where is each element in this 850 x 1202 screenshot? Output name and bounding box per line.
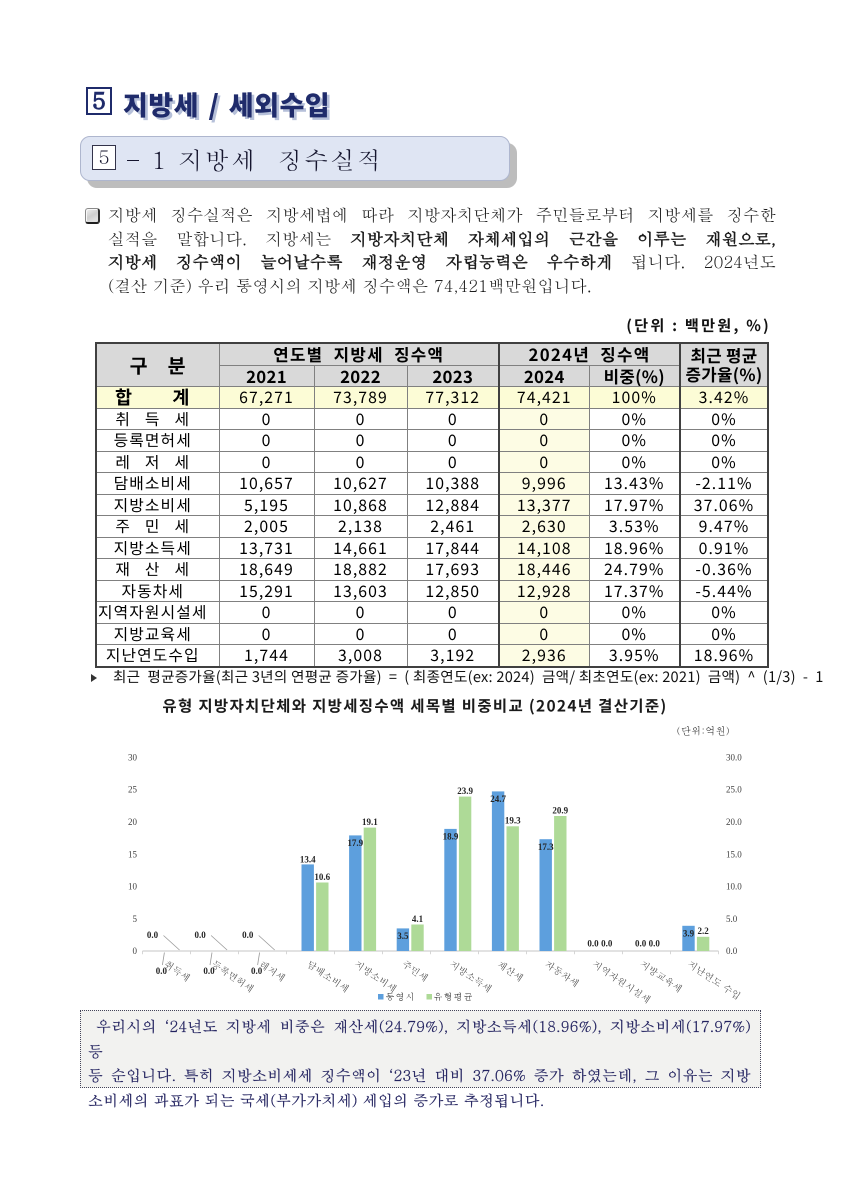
svg-text:유형평균: 유형평균 [434, 990, 474, 1003]
svg-text:2.2: 2.2 [697, 926, 709, 936]
svg-text:17.3: 17.3 [538, 842, 554, 852]
svg-text:24.7: 24.7 [490, 794, 506, 804]
svg-text:0.0: 0.0 [203, 966, 215, 976]
svg-text:25: 25 [128, 785, 138, 795]
svg-text:0.0: 0.0 [726, 946, 738, 956]
svg-text:0.0: 0.0 [156, 966, 168, 976]
svg-text:동영시: 동영시 [386, 990, 416, 1003]
svg-text:20.0: 20.0 [726, 817, 742, 827]
svg-text:0.0: 0.0 [601, 938, 613, 948]
svg-text:유형 지방자치단체와 지방세징수액 세목별 비중비교 (20: 유형 지방자치단체와 지방세징수액 세목별 비중비교 (2024년 결산기준) [162, 695, 667, 717]
svg-text:10.0: 10.0 [726, 882, 742, 892]
svg-text:0.0: 0.0 [194, 930, 206, 940]
svg-text:3.9: 3.9 [683, 929, 695, 939]
svg-text:15: 15 [128, 849, 138, 859]
svg-text:4.1: 4.1 [412, 914, 424, 924]
svg-text:25.0: 25.0 [726, 785, 742, 795]
svg-text:재산세: 재산세 [495, 957, 527, 985]
svg-text:0: 0 [133, 946, 138, 956]
svg-text:0.0: 0.0 [251, 966, 263, 976]
svg-text:등록면허세: 등록면허세 [209, 957, 257, 996]
svg-text:17.9: 17.9 [347, 838, 363, 848]
svg-text:주민세: 주민세 [400, 957, 432, 985]
svg-text:0.0: 0.0 [587, 938, 599, 948]
svg-text:0.0: 0.0 [635, 938, 647, 948]
svg-text:취득세: 취득세 [162, 957, 194, 985]
svg-text:10.6: 10.6 [314, 872, 330, 882]
svg-text:30: 30 [128, 752, 138, 762]
svg-text:레저세: 레저세 [257, 957, 289, 985]
svg-text:18.9: 18.9 [443, 832, 459, 842]
svg-text:10: 10 [128, 882, 138, 892]
svg-text:20: 20 [128, 817, 138, 827]
svg-text:20.9: 20.9 [552, 805, 568, 815]
svg-text:3.5: 3.5 [397, 931, 409, 941]
svg-text:담배소비세: 담배소비세 [304, 957, 352, 996]
svg-text:0.0: 0.0 [649, 938, 661, 948]
svg-text:19.3: 19.3 [505, 816, 521, 826]
svg-text:23.9: 23.9 [457, 786, 473, 796]
svg-text:5: 5 [133, 914, 138, 924]
svg-text:13.4: 13.4 [300, 854, 316, 864]
svg-text:30.0: 30.0 [726, 752, 742, 762]
svg-text:5.0: 5.0 [726, 914, 738, 924]
svg-text:0.0: 0.0 [242, 930, 254, 940]
svg-text:19.1: 19.1 [362, 817, 378, 827]
svg-text:(단위:억원): (단위:억원) [677, 724, 730, 738]
svg-text:지난연도 수입: 지난연도 수입 [685, 957, 744, 1003]
svg-text:0.0: 0.0 [147, 930, 159, 940]
svg-text:자동차세: 자동차세 [542, 957, 582, 990]
svg-text:15.0: 15.0 [726, 849, 742, 859]
